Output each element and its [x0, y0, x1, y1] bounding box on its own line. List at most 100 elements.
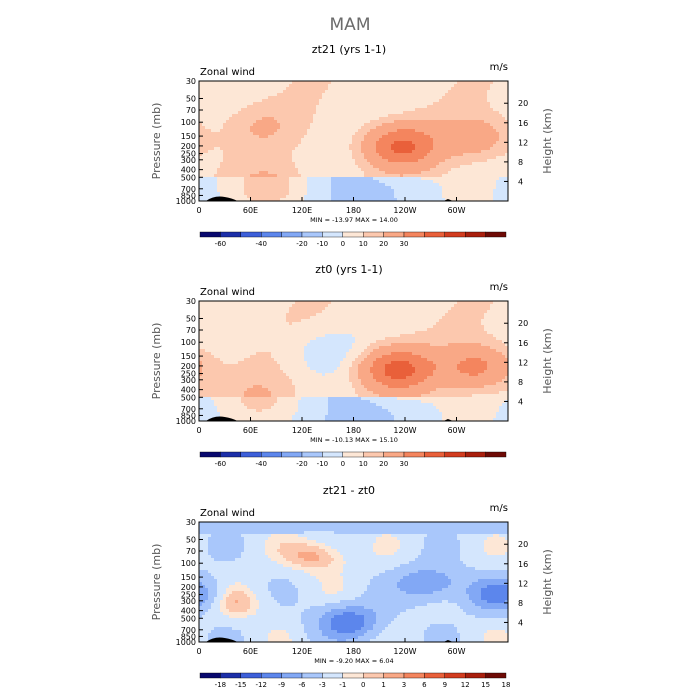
field-cell — [304, 162, 308, 166]
field-cell — [301, 165, 305, 169]
field-cell — [322, 126, 326, 130]
field-cell — [463, 108, 467, 112]
field-cell — [472, 135, 476, 139]
field-cell — [217, 397, 221, 401]
field-cell — [400, 108, 404, 112]
field-cell — [421, 99, 425, 103]
field-cell — [499, 198, 503, 202]
height-tick-label: 20 — [518, 99, 528, 108]
field-cell — [352, 159, 356, 163]
field-cell — [253, 141, 257, 145]
field-cell — [211, 123, 215, 127]
field-cell — [208, 192, 212, 196]
field-cell — [469, 156, 473, 160]
field-cell — [304, 141, 308, 145]
field-cell — [217, 153, 221, 157]
field-cell — [451, 147, 455, 151]
field-cell — [406, 123, 410, 127]
field-cell — [454, 90, 458, 94]
field-cell — [496, 156, 500, 160]
field-cell — [505, 138, 509, 142]
field-cell — [235, 165, 239, 169]
field-cell — [244, 319, 248, 323]
field-cell — [370, 99, 374, 103]
field-cell — [367, 171, 371, 175]
field-cell — [214, 84, 218, 88]
field-cell — [493, 108, 497, 112]
field-cell — [220, 96, 224, 100]
field-cell — [487, 189, 491, 193]
field-cell — [307, 132, 311, 136]
field-cell — [367, 132, 371, 136]
field-cell — [388, 141, 392, 145]
field-cell — [454, 141, 458, 145]
field-cell — [220, 385, 224, 389]
field-cell — [493, 159, 497, 163]
field-cell — [460, 174, 464, 178]
field-cell — [445, 90, 449, 94]
field-cell — [205, 120, 209, 124]
field-cell — [451, 114, 455, 118]
field-cell — [256, 367, 260, 371]
field-cell — [358, 111, 362, 115]
field-cell — [487, 144, 491, 148]
field-cell — [505, 129, 509, 133]
field-cell — [391, 114, 395, 118]
field-cell — [295, 108, 299, 112]
field-cell — [343, 147, 347, 151]
field-cell — [265, 126, 269, 130]
field-cell — [316, 156, 320, 160]
field-cell — [475, 150, 479, 154]
field-cell — [202, 159, 206, 163]
field-cell — [382, 198, 386, 202]
field-cell — [241, 99, 245, 103]
field-cell — [409, 120, 413, 124]
field-cell — [298, 126, 302, 130]
field-cell — [469, 147, 473, 151]
field-cell — [373, 147, 377, 151]
field-cell — [481, 150, 485, 154]
field-cell — [481, 93, 485, 97]
field-cell — [349, 87, 353, 91]
field-cell — [442, 117, 446, 121]
field-cell — [310, 132, 314, 136]
field-cell — [214, 195, 218, 199]
field-cell — [322, 108, 326, 112]
field-cell — [364, 81, 368, 85]
field-cell — [256, 183, 260, 187]
field-cell — [340, 96, 344, 100]
field-cell — [220, 189, 224, 193]
field-cell — [211, 117, 215, 121]
field-cell — [427, 102, 431, 106]
field-cell — [364, 162, 368, 166]
field-cell — [472, 93, 476, 97]
field-cell — [433, 189, 437, 193]
field-cell — [310, 135, 314, 139]
field-cell — [241, 126, 245, 130]
field-cell — [379, 192, 383, 196]
field-cell — [247, 367, 251, 371]
field-cell — [211, 376, 215, 380]
field-cell — [268, 147, 272, 151]
field-cell — [427, 87, 431, 91]
field-cell — [286, 174, 290, 178]
field-cell — [475, 177, 479, 181]
field-cell — [205, 355, 209, 359]
field-cell — [232, 135, 236, 139]
field-cell — [343, 129, 347, 133]
field-cell — [457, 174, 461, 178]
field-cell — [277, 165, 281, 169]
field-cell — [208, 376, 212, 380]
field-cell — [256, 141, 260, 145]
field-cell — [223, 138, 227, 142]
field-cell — [328, 144, 332, 148]
field-cell — [211, 111, 215, 115]
field-cell — [433, 177, 437, 181]
field-cell — [439, 120, 443, 124]
field-cell — [217, 361, 221, 365]
field-cell — [385, 174, 389, 178]
field-cell — [211, 319, 215, 323]
field-cell — [307, 102, 311, 106]
field-cell — [229, 153, 233, 157]
field-cell — [277, 192, 281, 196]
